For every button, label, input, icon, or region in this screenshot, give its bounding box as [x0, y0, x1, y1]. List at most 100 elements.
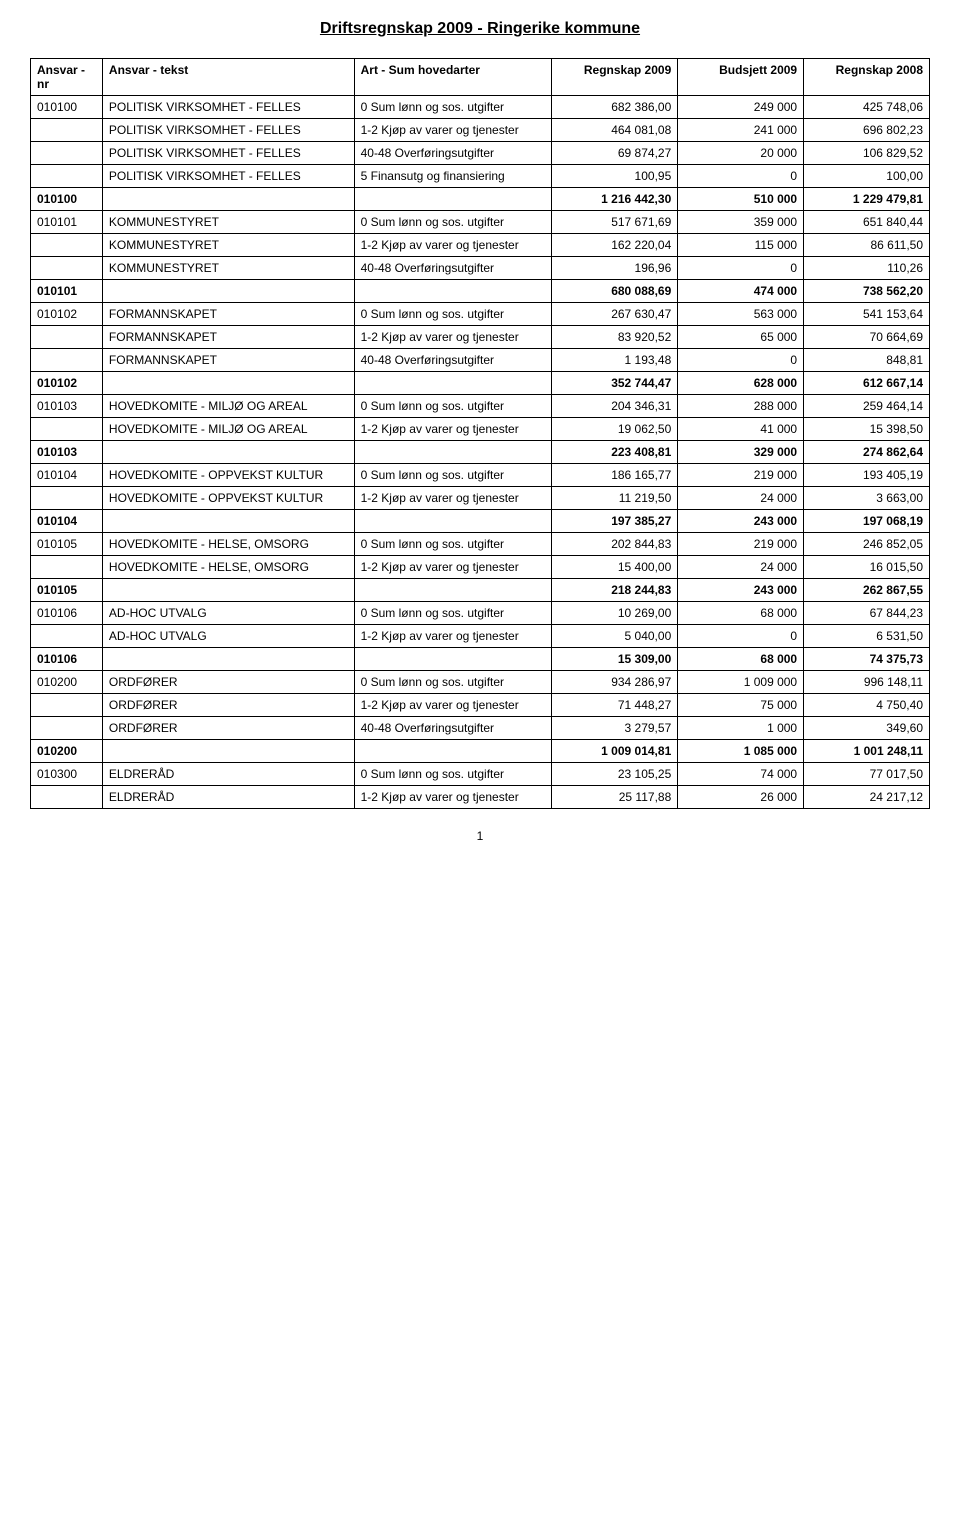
- cell-regnskap-2009: 204 346,31: [552, 395, 678, 418]
- cell-ansvar-tekst: KOMMUNESTYRET: [102, 257, 354, 280]
- cell-ansvar-tekst: HOVEDKOMITE - MILJØ OG AREAL: [102, 395, 354, 418]
- subtotal-row: 010101680 088,69474 000738 562,20: [31, 280, 930, 303]
- cell-ansvar-tekst: POLITISK VIRKSOMHET - FELLES: [102, 119, 354, 142]
- cell-regnskap-2008: 110,26: [804, 257, 930, 280]
- cell-regnskap-2008: 77 017,50: [804, 763, 930, 786]
- table-row: KOMMUNESTYRET40-48 Overføringsutgifter19…: [31, 257, 930, 280]
- cell-budsjett-2009: 219 000: [678, 464, 804, 487]
- cell-ansvar-tekst: HOVEDKOMITE - HELSE, OMSORG: [102, 556, 354, 579]
- subtotal-row: 010104197 385,27243 000197 068,19: [31, 510, 930, 533]
- cell-ansvar-nr: 010100: [31, 188, 103, 211]
- cell-ansvar-nr: [31, 119, 103, 142]
- cell-regnskap-2008: 738 562,20: [804, 280, 930, 303]
- cell-budsjett-2009: 68 000: [678, 648, 804, 671]
- cell-budsjett-2009: 65 000: [678, 326, 804, 349]
- col-ansvar-tekst: Ansvar - tekst: [102, 59, 354, 96]
- cell-regnskap-2009: 100,95: [552, 165, 678, 188]
- cell-regnskap-2008: 67 844,23: [804, 602, 930, 625]
- cell-art: 1-2 Kjøp av varer og tjenester: [354, 786, 552, 809]
- cell-ansvar-nr: 010105: [31, 579, 103, 602]
- cell-budsjett-2009: 241 000: [678, 119, 804, 142]
- cell-regnskap-2008: 541 153,64: [804, 303, 930, 326]
- cell-ansvar-tekst: POLITISK VIRKSOMHET - FELLES: [102, 96, 354, 119]
- cell-art: 40-48 Overføringsutgifter: [354, 142, 552, 165]
- cell-ansvar-tekst: AD-HOC UTVALG: [102, 602, 354, 625]
- table-row: 010101KOMMUNESTYRET0 Sum lønn og sos. ut…: [31, 211, 930, 234]
- cell-regnskap-2009: 10 269,00: [552, 602, 678, 625]
- cell-ansvar-nr: [31, 257, 103, 280]
- cell-regnskap-2008: 696 802,23: [804, 119, 930, 142]
- cell-art: [354, 579, 552, 602]
- page-number: 1: [30, 829, 930, 843]
- table-row: 010106AD-HOC UTVALG0 Sum lønn og sos. ut…: [31, 602, 930, 625]
- cell-ansvar-tekst: HOVEDKOMITE - HELSE, OMSORG: [102, 533, 354, 556]
- accounting-table: Ansvar - nr Ansvar - tekst Art - Sum hov…: [30, 58, 930, 809]
- cell-ansvar-nr: [31, 786, 103, 809]
- cell-art: 40-48 Overføringsutgifter: [354, 349, 552, 372]
- table-row: HOVEDKOMITE - OPPVEKST KULTUR1-2 Kjøp av…: [31, 487, 930, 510]
- cell-regnskap-2009: 1 193,48: [552, 349, 678, 372]
- cell-regnskap-2009: 682 386,00: [552, 96, 678, 119]
- cell-regnskap-2009: 3 279,57: [552, 717, 678, 740]
- cell-ansvar-nr: [31, 487, 103, 510]
- cell-ansvar-tekst: HOVEDKOMITE - MILJØ OG AREAL: [102, 418, 354, 441]
- cell-regnskap-2009: 218 244,83: [552, 579, 678, 602]
- cell-ansvar-tekst: HOVEDKOMITE - OPPVEKST KULTUR: [102, 487, 354, 510]
- table-row: HOVEDKOMITE - HELSE, OMSORG1-2 Kjøp av v…: [31, 556, 930, 579]
- cell-art: 0 Sum lønn og sos. utgifter: [354, 763, 552, 786]
- subtotal-row: 010106 15 309,0068 00074 375,73: [31, 648, 930, 671]
- cell-regnskap-2009: 69 874,27: [552, 142, 678, 165]
- cell-art: 1-2 Kjøp av varer og tjenester: [354, 418, 552, 441]
- cell-ansvar-nr: 010106: [31, 648, 103, 671]
- cell-regnskap-2008: 74 375,73: [804, 648, 930, 671]
- col-ansvar-nr: Ansvar - nr: [31, 59, 103, 96]
- cell-art: 0 Sum lønn og sos. utgifter: [354, 464, 552, 487]
- cell-ansvar-tekst: [102, 740, 354, 763]
- cell-ansvar-tekst: FORMANNSKAPET: [102, 303, 354, 326]
- col-budsjett-2009: Budsjett 2009: [678, 59, 804, 96]
- cell-budsjett-2009: 115 000: [678, 234, 804, 257]
- cell-ansvar-tekst: [102, 510, 354, 533]
- cell-regnskap-2008: 425 748,06: [804, 96, 930, 119]
- subtotal-row: 010102352 744,47628 000612 667,14: [31, 372, 930, 395]
- cell-budsjett-2009: 68 000: [678, 602, 804, 625]
- subtotal-row: 0102001 009 014,811 085 0001 001 248,11: [31, 740, 930, 763]
- table-row: 010100POLITISK VIRKSOMHET - FELLES0 Sum …: [31, 96, 930, 119]
- cell-regnskap-2009: 23 105,25: [552, 763, 678, 786]
- cell-art: [354, 280, 552, 303]
- cell-regnskap-2009: 25 117,88: [552, 786, 678, 809]
- cell-art: [354, 510, 552, 533]
- cell-regnskap-2008: 4 750,40: [804, 694, 930, 717]
- cell-art: 0 Sum lønn og sos. utgifter: [354, 602, 552, 625]
- cell-art: 0 Sum lønn og sos. utgifter: [354, 395, 552, 418]
- cell-regnskap-2009: 464 081,08: [552, 119, 678, 142]
- table-row: FORMANNSKAPET1-2 Kjøp av varer og tjenes…: [31, 326, 930, 349]
- table-header-row: Ansvar - nr Ansvar - tekst Art - Sum hov…: [31, 59, 930, 96]
- cell-ansvar-tekst: KOMMUNESTYRET: [102, 234, 354, 257]
- cell-ansvar-tekst: AD-HOC UTVALG: [102, 625, 354, 648]
- cell-regnskap-2009: 934 286,97: [552, 671, 678, 694]
- cell-regnskap-2008: 349,60: [804, 717, 930, 740]
- cell-regnskap-2008: 246 852,05: [804, 533, 930, 556]
- cell-ansvar-nr: 010106: [31, 602, 103, 625]
- cell-regnskap-2008: 1 001 248,11: [804, 740, 930, 763]
- cell-ansvar-nr: 010103: [31, 441, 103, 464]
- cell-ansvar-tekst: [102, 188, 354, 211]
- cell-budsjett-2009: 243 000: [678, 510, 804, 533]
- cell-regnskap-2009: 267 630,47: [552, 303, 678, 326]
- cell-art: 1-2 Kjøp av varer og tjenester: [354, 326, 552, 349]
- cell-budsjett-2009: 563 000: [678, 303, 804, 326]
- cell-regnskap-2009: 11 219,50: [552, 487, 678, 510]
- cell-art: 0 Sum lønn og sos. utgifter: [354, 533, 552, 556]
- cell-regnskap-2009: 15 309,00: [552, 648, 678, 671]
- cell-regnskap-2008: 651 840,44: [804, 211, 930, 234]
- cell-regnskap-2008: 15 398,50: [804, 418, 930, 441]
- cell-regnskap-2009: 680 088,69: [552, 280, 678, 303]
- cell-ansvar-tekst: POLITISK VIRKSOMHET - FELLES: [102, 165, 354, 188]
- cell-ansvar-tekst: [102, 441, 354, 464]
- cell-art: 1-2 Kjøp av varer og tjenester: [354, 487, 552, 510]
- cell-regnskap-2008: 16 015,50: [804, 556, 930, 579]
- cell-regnskap-2009: 1 216 442,30: [552, 188, 678, 211]
- cell-art: 5 Finansutg og finansiering: [354, 165, 552, 188]
- cell-art: [354, 740, 552, 763]
